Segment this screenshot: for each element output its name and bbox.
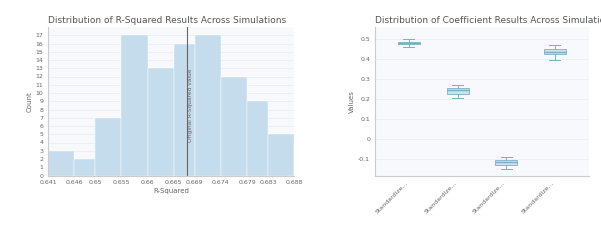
- PathPatch shape: [398, 42, 420, 45]
- Bar: [294, 142, 320, 176]
- Text: Distribution of R-Squared Results Across Simulations: Distribution of R-Squared Results Across…: [48, 16, 286, 25]
- PathPatch shape: [544, 50, 566, 54]
- X-axis label: R-Squared: R-Squared: [153, 188, 189, 194]
- Text: Distribution of Coefficient Results Across Simulations: Distribution of Coefficient Results Acro…: [375, 16, 601, 25]
- Bar: [148, 68, 174, 176]
- PathPatch shape: [495, 160, 517, 165]
- Bar: [75, 159, 95, 176]
- PathPatch shape: [447, 88, 469, 94]
- Bar: [174, 43, 195, 176]
- Y-axis label: Count: Count: [26, 91, 32, 112]
- Bar: [95, 118, 121, 176]
- Text: Original R-Squared value: Original R-Squared value: [189, 69, 194, 142]
- Bar: [121, 35, 148, 176]
- Bar: [247, 101, 268, 176]
- Bar: [221, 76, 247, 176]
- Bar: [195, 35, 221, 176]
- Bar: [48, 151, 75, 176]
- Y-axis label: Values: Values: [349, 90, 355, 113]
- Bar: [268, 134, 294, 176]
